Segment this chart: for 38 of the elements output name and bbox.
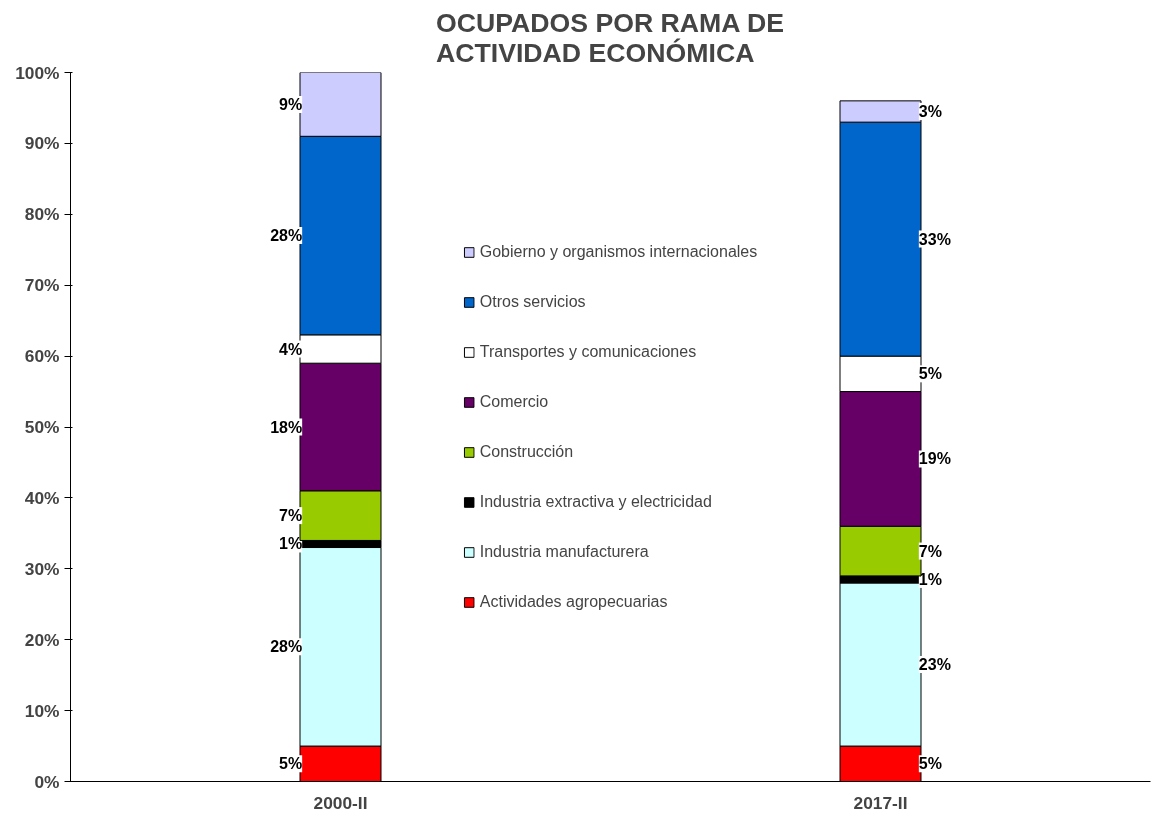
data-label: 5% (918, 755, 942, 773)
data-label: 5% (918, 365, 942, 383)
x-tick-label: 2000-II (313, 792, 368, 813)
y-tick-label: 100% (15, 62, 60, 83)
data-label: 28% (270, 638, 303, 656)
data-label: 4% (279, 340, 303, 358)
legend-label: Transportes y comunicaciones (479, 342, 697, 361)
legend-label: Comercio (479, 392, 549, 411)
x-tick-label: 2017-II (853, 792, 908, 813)
y-tick-label: 90% (24, 133, 60, 154)
y-tick-label: 10% (24, 700, 60, 721)
y-tick-label: 0% (34, 771, 60, 792)
y-tick-label: 30% (24, 558, 60, 579)
data-label: 23% (918, 656, 951, 674)
data-label: 18% (270, 418, 303, 436)
data-label: 33% (918, 230, 951, 248)
y-tick-label: 80% (24, 204, 60, 225)
data-label: 19% (918, 450, 951, 468)
y-tick-label: 70% (24, 275, 60, 296)
chart-title: OCUPADOS POR RAMA DE ACTIVIDAD ECONÓMICA (435, 7, 785, 68)
legend-label: Industria extractiva y electricidad (479, 492, 712, 511)
y-tick-label: 50% (24, 417, 60, 437)
legend-label: Industria manufacturera (479, 542, 649, 561)
y-tick-label: 60% (24, 346, 60, 367)
data-label: 1% (279, 535, 303, 553)
data-label: 28% (270, 227, 303, 245)
legend-label: Actividades agropecuarias (479, 592, 668, 611)
data-label: 1% (918, 570, 942, 588)
legend-label: Gobierno y organismos internacionales (479, 242, 758, 261)
legend-label: Otros servicios (479, 292, 586, 311)
data-label: 5% (279, 755, 303, 773)
data-label: 7% (918, 542, 942, 560)
data-label: 9% (279, 95, 303, 113)
data-label: 3% (918, 103, 942, 120)
y-tick-label: 40% (24, 487, 60, 508)
legend-label: Construcción (479, 442, 574, 461)
data-label: 7% (279, 507, 303, 525)
y-tick-label: 20% (24, 629, 60, 650)
